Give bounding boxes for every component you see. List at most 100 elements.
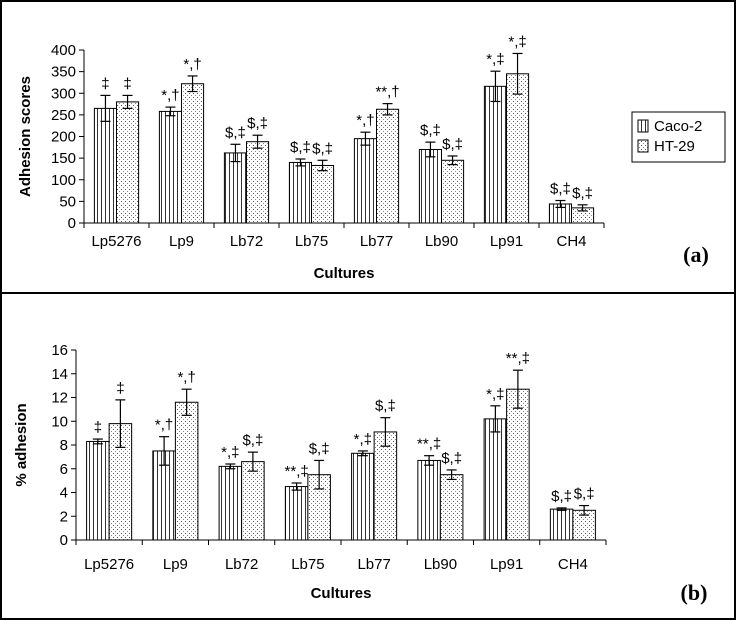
x-tick-label: Lp9 bbox=[169, 233, 194, 250]
significance-annotation: *,† bbox=[155, 417, 173, 434]
bar-ht-29-lp91 bbox=[506, 73, 530, 224]
bar-ht-29-lb72 bbox=[241, 461, 265, 541]
x-tick-label: Lp9 bbox=[163, 556, 188, 573]
y-tick-label: 300 bbox=[51, 85, 76, 102]
bar-caco-2-lb72 bbox=[223, 152, 247, 224]
bar-caco-2-lb75 bbox=[288, 161, 312, 224]
bar-caco-2-ch4 bbox=[549, 508, 574, 541]
bar-caco-2-lb90 bbox=[417, 459, 441, 541]
legend-swatch-caco-2 bbox=[637, 119, 649, 133]
significance-annotation: ‡ bbox=[94, 419, 102, 436]
x-axis-label: Cultures bbox=[311, 585, 372, 602]
y-axis-label: Adhesion scores bbox=[17, 76, 34, 197]
bar-caco-2-lp91 bbox=[483, 418, 508, 541]
significance-annotation: ‡ bbox=[101, 75, 109, 92]
y-tick-label: 2 bbox=[60, 508, 68, 525]
bar-ht-29-lb90 bbox=[441, 159, 465, 224]
significance-annotation: $,‡ bbox=[572, 185, 593, 202]
significance-annotation: $,‡ bbox=[574, 486, 595, 503]
x-tick-label: Lb90 bbox=[424, 556, 457, 573]
x-tick-label: Lb90 bbox=[425, 233, 458, 250]
bar-caco-2-lp5276 bbox=[93, 107, 118, 224]
x-tick-label: Lp5276 bbox=[84, 556, 134, 573]
significance-annotation: *,† bbox=[177, 369, 195, 386]
legend-swatch-ht-29 bbox=[637, 139, 649, 153]
bar-caco-2-lb90 bbox=[418, 148, 442, 224]
significance-annotation: *,‡ bbox=[354, 431, 372, 448]
bar-caco-2-lb75 bbox=[284, 486, 309, 541]
y-tick-label: 150 bbox=[51, 150, 76, 167]
x-tick-label: Lp91 bbox=[490, 233, 523, 250]
bar-caco-2-lp91 bbox=[483, 85, 507, 224]
significance-annotation: *,† bbox=[161, 87, 179, 104]
bar-caco-2-lp5276 bbox=[86, 440, 110, 541]
significance-annotation: $,‡ bbox=[420, 122, 441, 139]
significance-annotation: *,‡ bbox=[486, 386, 504, 403]
legend: Caco-2 HT-29 bbox=[631, 111, 726, 163]
y-tick-label: 200 bbox=[51, 129, 76, 146]
bar-ht-29-lb77 bbox=[376, 108, 400, 224]
significance-annotation: $,‡ bbox=[312, 140, 333, 157]
significance-annotation: $,‡ bbox=[551, 488, 572, 505]
significance-annotation: *,‡ bbox=[508, 33, 526, 50]
significance-annotation: **,‡ bbox=[506, 350, 530, 367]
y-tick-label: 0 bbox=[60, 532, 68, 549]
significance-annotation: **,† bbox=[375, 84, 399, 101]
x-tick-label: Lb72 bbox=[230, 233, 263, 250]
x-tick-label: CH4 bbox=[558, 556, 588, 573]
bar-caco-2-lp9 bbox=[158, 110, 182, 224]
x-tick-label: CH4 bbox=[556, 233, 586, 250]
significance-annotation: *,† bbox=[183, 56, 201, 73]
significance-annotation: **,‡ bbox=[417, 436, 441, 453]
bar-ht-29-lp9 bbox=[174, 401, 199, 541]
significance-annotation: $,‡ bbox=[442, 136, 463, 153]
bar-ht-29-lp9 bbox=[181, 83, 205, 224]
bar-ht-29-lp5276 bbox=[116, 101, 140, 224]
bar-caco-2-lb77 bbox=[353, 138, 377, 224]
bar-caco-2-lb72 bbox=[218, 465, 243, 541]
significance-annotation: ‡ bbox=[123, 75, 131, 92]
bar-caco-2-lb77 bbox=[351, 452, 375, 541]
y-tick-label: 350 bbox=[51, 64, 76, 81]
x-tick-label: Lb75 bbox=[291, 556, 324, 573]
y-tick-label: 16 bbox=[51, 342, 68, 359]
x-tick-label: Lp5276 bbox=[91, 233, 141, 250]
bar-ht-29-lb72 bbox=[246, 141, 270, 224]
x-tick-label: Lb77 bbox=[357, 556, 390, 573]
legend-label: Caco-2 bbox=[654, 118, 702, 135]
x-axis-label: Cultures bbox=[314, 265, 375, 282]
y-tick-label: 12 bbox=[51, 390, 68, 407]
panel-label: (b) bbox=[681, 580, 708, 605]
significance-annotation: $,‡ bbox=[242, 432, 263, 449]
x-tick-label: Lb72 bbox=[225, 556, 258, 573]
significance-annotation: $,‡ bbox=[290, 139, 311, 156]
x-tick-label: Lb77 bbox=[360, 233, 393, 250]
y-tick-label: 8 bbox=[60, 437, 68, 454]
bar-ht-29-lb90 bbox=[439, 474, 464, 541]
y-tick-label: 4 bbox=[60, 485, 68, 502]
significance-annotation: $,‡ bbox=[225, 124, 246, 141]
significance-annotation: $,‡ bbox=[309, 440, 330, 457]
significance-annotation: ‡ bbox=[116, 380, 124, 397]
bar-ht-29-lp91 bbox=[506, 388, 530, 541]
chart-panel-b: 0 2 4 6 8 10 12 14 16 ‡ ‡ Lp5276 *,† *,† Lp9 *,‡ $,‡ Lb72… bbox=[13, 342, 707, 605]
x-tick-label: Lb75 bbox=[295, 233, 328, 250]
y-tick-label: 100 bbox=[51, 172, 76, 189]
bar-ht-29-lb75 bbox=[311, 164, 335, 224]
y-tick-label: 10 bbox=[51, 413, 68, 430]
bar-ht-29-lb77 bbox=[373, 431, 398, 541]
y-tick-label: 400 bbox=[51, 42, 76, 59]
significance-annotation: *,‡ bbox=[486, 51, 504, 68]
y-tick-label: 6 bbox=[60, 461, 68, 478]
y-tick-label: 250 bbox=[51, 107, 76, 124]
y-tick-label: 0 bbox=[68, 215, 76, 232]
y-tick-label: 14 bbox=[51, 366, 68, 383]
legend-label: HT-29 bbox=[654, 138, 695, 155]
panel-label: (a) bbox=[683, 242, 709, 267]
significance-annotation: $,‡ bbox=[550, 181, 571, 198]
significance-annotation: *,† bbox=[356, 112, 374, 129]
